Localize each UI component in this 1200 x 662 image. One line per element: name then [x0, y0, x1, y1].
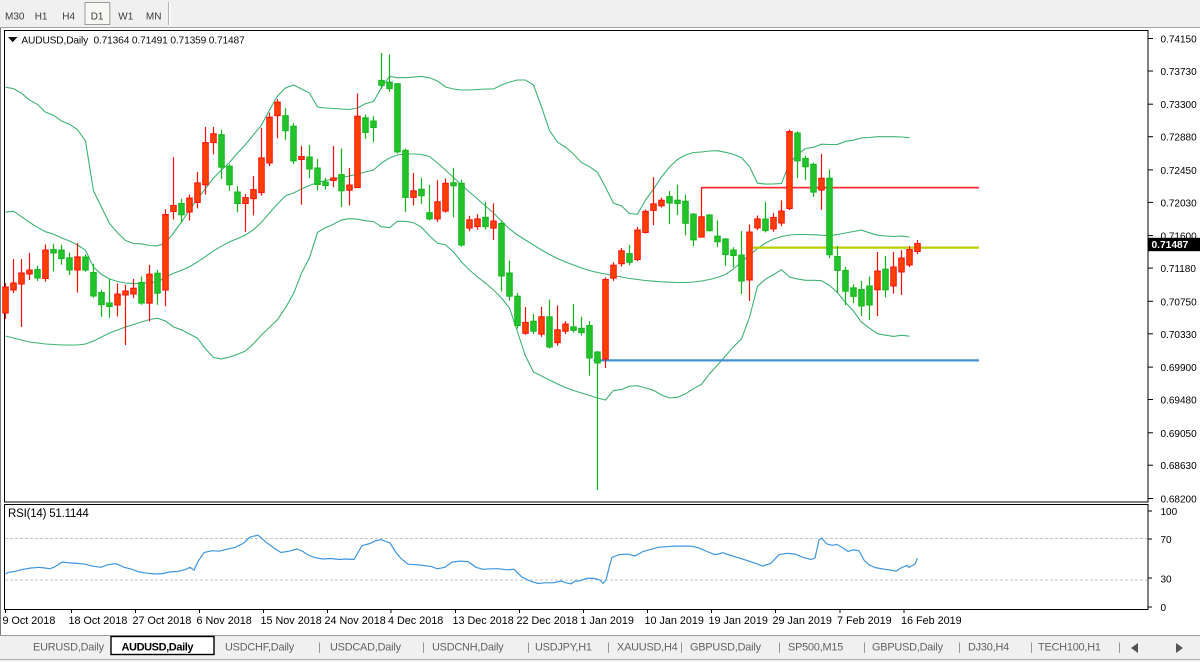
svg-text:15 Nov 2018: 15 Nov 2018 [261, 615, 322, 627]
svg-text:MN: MN [146, 12, 162, 23]
svg-text:USDCHF,Daily: USDCHF,Daily [225, 642, 295, 654]
svg-text:1 Jan 2019: 1 Jan 2019 [581, 615, 634, 627]
svg-text:|: | [958, 642, 961, 654]
svg-text:|: | [527, 642, 530, 654]
svg-text:H4: H4 [62, 12, 75, 23]
svg-text:0.72450: 0.72450 [1161, 166, 1198, 177]
svg-text:16 Feb 2019: 16 Feb 2019 [901, 615, 962, 627]
svg-text:M30: M30 [5, 12, 25, 23]
svg-text:|: | [1118, 642, 1121, 654]
svg-text:7 Feb 2019: 7 Feb 2019 [837, 615, 892, 627]
svg-text:DJ30,H4: DJ30,H4 [968, 642, 1009, 654]
svg-text:D1: D1 [91, 12, 104, 23]
svg-text:SP500,M15: SP500,M15 [788, 642, 843, 654]
svg-text:XAUUSD,H4: XAUUSD,H4 [617, 642, 678, 654]
svg-text:27 Oct 2018: 27 Oct 2018 [133, 615, 192, 627]
svg-text:|: | [1030, 642, 1033, 654]
svg-text:USDJPY,H1: USDJPY,H1 [535, 642, 592, 654]
svg-text:0.69900: 0.69900 [1161, 363, 1198, 374]
svg-text:29 Jan 2019: 29 Jan 2019 [773, 615, 832, 627]
svg-text:|: | [318, 642, 321, 654]
svg-text:9 Oct 2018: 9 Oct 2018 [3, 615, 56, 627]
svg-text:24 Nov 2018: 24 Nov 2018 [325, 615, 386, 627]
svg-text:4 Dec 2018: 4 Dec 2018 [388, 615, 443, 627]
svg-text:100: 100 [1161, 507, 1178, 518]
svg-text:|: | [680, 642, 683, 654]
svg-text:GBPUSD,Daily: GBPUSD,Daily [872, 642, 944, 654]
svg-text:0.72880: 0.72880 [1161, 133, 1198, 144]
svg-text:0.70330: 0.70330 [1161, 330, 1198, 341]
svg-text:|: | [607, 642, 610, 654]
svg-text:0.73300: 0.73300 [1161, 100, 1198, 111]
svg-text:|: | [778, 642, 781, 654]
svg-text:0.71487: 0.71487 [1152, 240, 1189, 251]
svg-text:H1: H1 [35, 12, 48, 23]
svg-text:19 Jan 2019: 19 Jan 2019 [709, 615, 768, 627]
svg-text:22 Dec 2018: 22 Dec 2018 [517, 615, 578, 627]
svg-text:0.68200: 0.68200 [1161, 495, 1198, 506]
svg-text:TECH100,H1: TECH100,H1 [1038, 642, 1101, 654]
svg-text:0.73730: 0.73730 [1161, 67, 1198, 78]
svg-text:10 Jan 2019: 10 Jan 2019 [645, 615, 704, 627]
svg-text:0.68630: 0.68630 [1161, 461, 1198, 472]
svg-text:|: | [863, 642, 866, 654]
svg-text:EURUSD,Daily: EURUSD,Daily [33, 642, 105, 654]
svg-text:|: | [422, 642, 425, 654]
svg-text:6 Nov 2018: 6 Nov 2018 [197, 615, 252, 627]
svg-text:0.72030: 0.72030 [1161, 198, 1198, 209]
svg-text:GBPUSD,Daily: GBPUSD,Daily [690, 642, 762, 654]
svg-text:USDCNH,Daily: USDCNH,Daily [432, 642, 504, 654]
svg-text:18 Oct 2018: 18 Oct 2018 [69, 615, 128, 627]
svg-text:RSI(14) 51.1144: RSI(14) 51.1144 [8, 508, 89, 520]
svg-text:0: 0 [1161, 603, 1167, 614]
svg-text:0.70750: 0.70750 [1161, 297, 1198, 308]
svg-text:13 Dec 2018: 13 Dec 2018 [453, 615, 514, 627]
svg-text:0.74150: 0.74150 [1161, 35, 1198, 46]
svg-text:USDCAD,Daily: USDCAD,Daily [330, 642, 402, 654]
svg-text:0.71600: 0.71600 [1161, 232, 1198, 243]
svg-text:AUDUSD,Daily: AUDUSD,Daily [122, 642, 195, 654]
svg-text:0.69480: 0.69480 [1161, 396, 1198, 407]
svg-text:70: 70 [1161, 535, 1173, 546]
svg-text:W1: W1 [118, 12, 133, 23]
svg-text:30: 30 [1161, 574, 1173, 585]
svg-text:0.71180: 0.71180 [1161, 264, 1197, 275]
svg-text:AUDUSD,Daily 0.71364 0.71491: AUDUSD,Daily 0.71364 0.71491 0.71359 0.7… [21, 35, 245, 46]
svg-text:0.69050: 0.69050 [1161, 429, 1198, 440]
